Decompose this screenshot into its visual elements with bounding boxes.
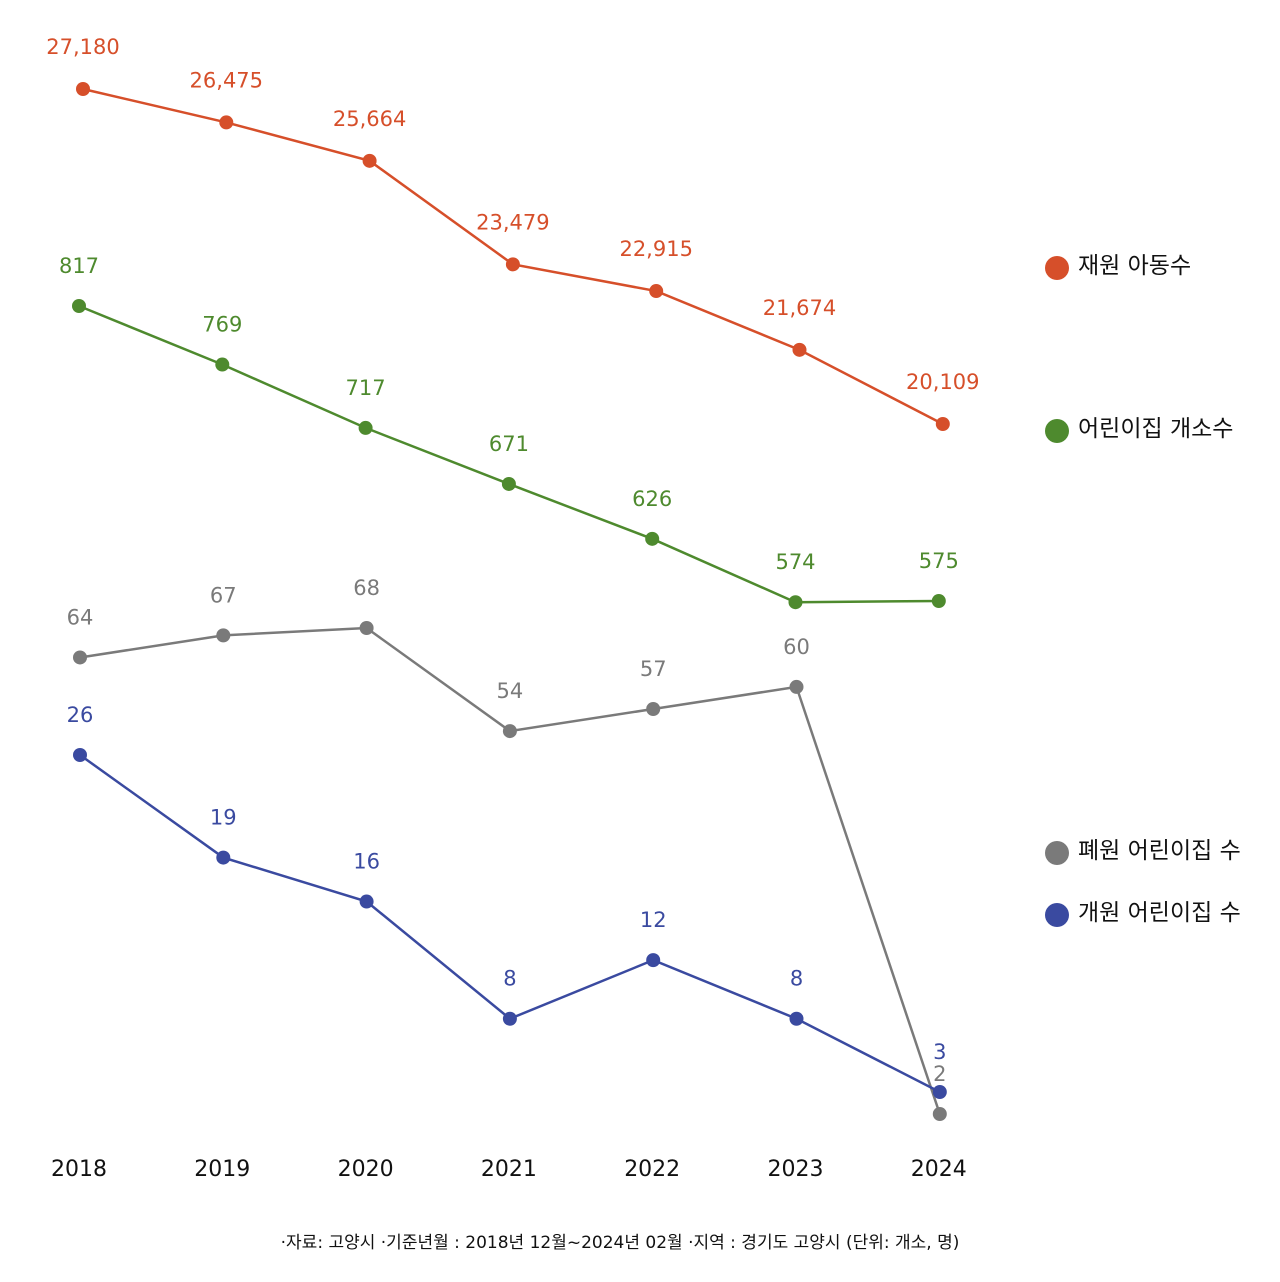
- data-point: [215, 357, 230, 372]
- data-point: [502, 1011, 517, 1026]
- legend-marker: [1045, 841, 1069, 865]
- data-point: [931, 594, 946, 608]
- data-label: 20,109: [906, 370, 979, 394]
- data-label: 22,915: [619, 237, 692, 261]
- data-point: [362, 153, 377, 168]
- data-label: 64: [67, 605, 94, 629]
- data-point: [72, 299, 86, 313]
- data-point: [792, 342, 807, 357]
- x-tick-label: 2024: [911, 1157, 967, 1182]
- data-point: [359, 894, 374, 909]
- data-label: 2: [933, 1062, 946, 1086]
- data-point: [932, 1107, 947, 1121]
- data-point: [219, 115, 234, 130]
- data-point: [501, 476, 516, 491]
- data-point: [216, 850, 231, 865]
- data-label: 3: [933, 1040, 946, 1064]
- data-point: [646, 953, 661, 968]
- data-point: [935, 417, 950, 431]
- data-point: [502, 724, 517, 739]
- x-tick-label: 2021: [481, 1157, 537, 1182]
- legend-marker: [1045, 256, 1069, 280]
- data-label: 19: [210, 806, 237, 830]
- data-point: [789, 1011, 804, 1026]
- data-label: 26: [67, 703, 94, 727]
- data-label: 16: [353, 850, 380, 874]
- legend-label: 어린이집 개소수: [1078, 416, 1233, 442]
- data-label: 817: [59, 254, 99, 278]
- data-point: [788, 595, 803, 610]
- data-label: 60: [783, 635, 810, 659]
- data-point: [789, 679, 804, 694]
- data-point: [76, 82, 90, 96]
- data-label: 57: [640, 657, 667, 681]
- x-tick-label: 2018: [51, 1157, 107, 1182]
- data-point: [649, 284, 664, 299]
- legend-marker: [1045, 419, 1069, 443]
- legend-label: 개원 어린이집 수: [1078, 900, 1241, 926]
- data-point: [216, 628, 231, 643]
- x-tick-label: 2023: [768, 1157, 824, 1182]
- data-label: 25,664: [333, 107, 406, 131]
- data-label: 574: [775, 550, 815, 574]
- data-label: 68: [353, 576, 380, 600]
- data-label: 8: [790, 967, 803, 991]
- data-label: 67: [210, 583, 237, 607]
- data-label: 54: [497, 679, 524, 703]
- data-point: [932, 1085, 947, 1099]
- legend-label: 재원 아동수: [1078, 253, 1191, 279]
- data-point: [505, 257, 520, 272]
- data-point: [645, 531, 660, 546]
- data-label: 12: [640, 908, 667, 932]
- data-label: 8: [503, 967, 516, 991]
- data-point: [646, 702, 661, 716]
- x-tick-label: 2020: [338, 1157, 394, 1182]
- data-label: 27,180: [46, 35, 119, 59]
- legend-label: 폐원 어린이집 수: [1078, 838, 1241, 864]
- legend-marker: [1045, 903, 1069, 927]
- data-label: 769: [202, 313, 242, 337]
- data-label: 671: [489, 432, 529, 456]
- data-label: 575: [919, 549, 959, 573]
- data-label: 626: [632, 487, 672, 511]
- data-label: 717: [346, 376, 386, 400]
- data-point: [359, 621, 374, 635]
- data-point: [358, 420, 373, 435]
- data-point: [73, 748, 87, 762]
- data-point: [73, 650, 87, 665]
- x-tick-label: 2022: [624, 1157, 680, 1182]
- data-label: 26,475: [190, 68, 263, 92]
- x-tick-label: 2019: [194, 1157, 250, 1182]
- data-label: 21,674: [763, 296, 836, 320]
- footer-note: ·자료: 고양시 ·기준년월 : 2018년 12월~2024년 02월 ·지역…: [280, 1233, 960, 1253]
- series-line: [82, 87, 944, 426]
- data-label: 23,479: [476, 210, 549, 234]
